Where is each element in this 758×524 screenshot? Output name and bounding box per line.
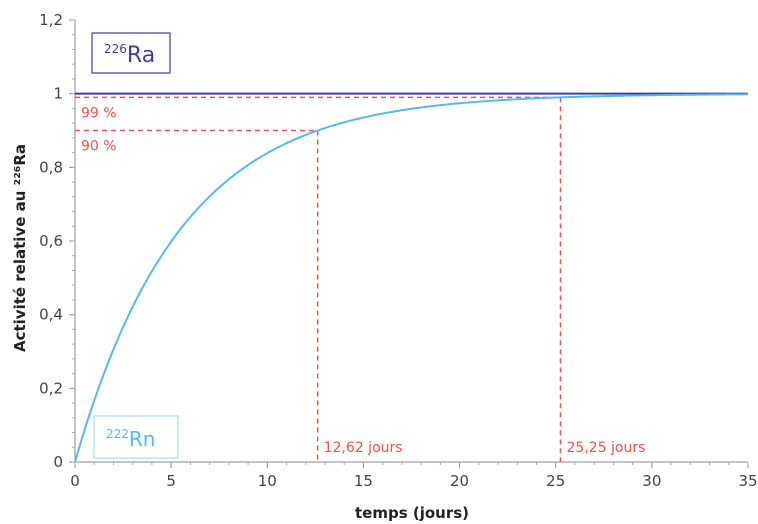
guide-lines xyxy=(75,96,562,462)
annotation-labels: 90 % 12,62 jours 99 % 25,25 jours xyxy=(81,105,645,456)
annotation-days-1: 25,25 jours xyxy=(567,440,646,456)
x-tick-label-4: 20 xyxy=(450,472,469,490)
y-tick-label-4: 0,8 xyxy=(39,158,63,176)
y-tick-label-6: 1,2 xyxy=(39,11,63,29)
series-line-rn xyxy=(74,93,749,463)
y-tick-label-0: 0 xyxy=(53,453,63,471)
x-axis-title: temps (jours) xyxy=(355,504,469,522)
annotation-days-0: 12,62 jours xyxy=(324,440,403,456)
legend-ra-base: Ra xyxy=(127,43,155,68)
legend-rn-label: 222Rn xyxy=(106,427,155,451)
y-tick-label-5: 1 xyxy=(53,85,63,103)
x-tick-label-0: 0 xyxy=(70,472,80,490)
y-tick-label-3: 0,6 xyxy=(39,232,63,250)
x-tick-label-3: 15 xyxy=(354,472,373,490)
axes xyxy=(69,19,749,468)
legend-ra: 226Ra xyxy=(91,32,171,74)
x-tick-label-6: 30 xyxy=(642,472,661,490)
x-tick-label-1: 5 xyxy=(166,472,176,490)
legend-rn: 222Rn xyxy=(93,415,179,459)
legend-ra-box xyxy=(91,32,171,74)
tick-labels: 0 0,2 0,4 0,6 0,8 1 1,2 0 5 10 15 20 25 30 35 xyxy=(39,11,757,490)
y-tick-label-2: 0,4 xyxy=(39,306,63,324)
y-tick-label-1: 0,2 xyxy=(39,379,63,397)
annotation-percent-1: 99 % xyxy=(81,105,117,121)
legend-ra-sup: 226 xyxy=(104,42,127,56)
series-lines xyxy=(74,92,749,463)
x-tick-label-2: 10 xyxy=(258,472,277,490)
y-axis-title: Activité relative au ²²⁶Ra xyxy=(11,144,29,352)
x-tick-label-7: 35 xyxy=(738,472,757,490)
annotation-percent-0: 90 % xyxy=(81,139,117,155)
legend-rn-base: Rn xyxy=(129,427,156,451)
legend-ra-label: 226Ra xyxy=(104,42,155,68)
legend-rn-box xyxy=(93,415,179,459)
x-tick-label-5: 25 xyxy=(546,472,565,490)
legend-rn-sup: 222 xyxy=(106,427,129,441)
